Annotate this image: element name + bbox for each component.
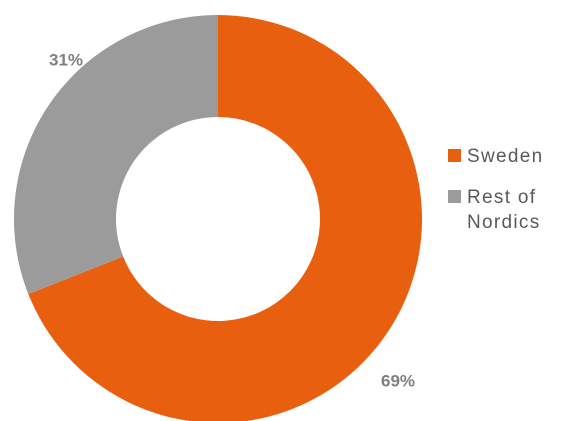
data-labels-group: 69% 31% <box>49 50 415 390</box>
legend-label-rest-of-nordics: Rest of Nordics <box>467 187 541 233</box>
legend-swatch-sweden <box>448 149 461 162</box>
slices-group <box>13 15 422 421</box>
legend-label-sweden: Sweden <box>467 146 544 167</box>
legend-swatch-rest-of-nordics <box>448 190 461 203</box>
legend-item-sweden: Sweden <box>448 144 563 169</box>
slice-sweden <box>28 15 422 421</box>
slice-rest-of-nordics <box>13 15 219 295</box>
data-label-rest-of-nordics: 31% <box>49 50 83 69</box>
data-label-sweden: 69% <box>381 371 415 390</box>
legend: Sweden Rest of Nordics <box>448 144 563 251</box>
legend-item-rest-of-nordics: Rest of Nordics <box>448 185 563 235</box>
